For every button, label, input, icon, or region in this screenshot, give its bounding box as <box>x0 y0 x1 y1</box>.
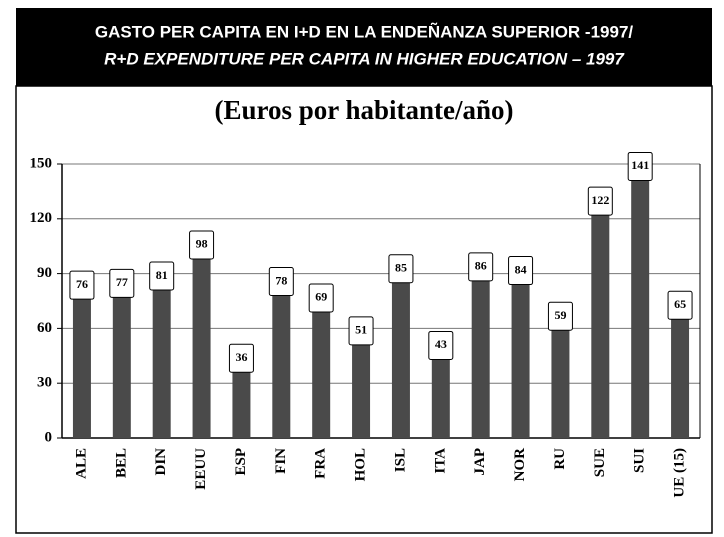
y-tick-label: 90 <box>37 265 52 281</box>
value-label: 43 <box>435 337 447 351</box>
bar <box>352 344 371 438</box>
x-tick-label: SUI <box>632 448 648 473</box>
y-tick-label: 0 <box>45 429 53 445</box>
value-label-box <box>149 261 175 291</box>
value-label-box <box>69 270 95 300</box>
value-label: 78 <box>275 273 287 287</box>
x-tick-label: UE (15) <box>672 448 688 498</box>
value-label-box <box>468 252 494 282</box>
value-label-box <box>348 316 374 346</box>
bar <box>471 280 490 438</box>
value-label: 122 <box>591 193 609 207</box>
bar <box>232 372 251 438</box>
x-tick-label: HOL <box>353 448 369 481</box>
value-label-box <box>667 290 693 320</box>
value-label: 36 <box>235 350 247 364</box>
chart-title-en: R+D EXPENDITURE PER CAPITA IN HIGHER EDU… <box>104 49 625 68</box>
bar <box>671 319 690 438</box>
bar <box>391 282 410 438</box>
value-label: 65 <box>674 297 686 311</box>
bar <box>112 297 131 438</box>
value-label-box <box>388 254 414 284</box>
x-tick-label: NOR <box>512 448 528 482</box>
value-label: 59 <box>554 308 566 322</box>
bar <box>591 215 610 438</box>
value-label-box <box>508 256 534 286</box>
value-label: 76 <box>76 277 88 291</box>
x-tick-label: DIN <box>153 448 169 476</box>
x-tick-label: RU <box>552 448 568 470</box>
bar <box>272 295 291 438</box>
value-label-box <box>228 343 254 373</box>
x-tick-label: FRA <box>313 448 329 479</box>
bar <box>312 311 331 438</box>
bar <box>192 258 211 438</box>
bar <box>152 290 171 438</box>
x-tick-label: ISL <box>392 448 408 472</box>
chart-title: GASTO PER CAPITA EN I+D EN LA ENDEÑANZA … <box>95 21 634 41</box>
value-label: 98 <box>196 237 208 251</box>
value-label: 85 <box>395 260 407 274</box>
value-label-box <box>587 186 613 216</box>
bar <box>511 284 530 438</box>
bar <box>431 359 450 438</box>
y-tick-label: 60 <box>37 320 52 336</box>
value-label-box <box>428 330 454 360</box>
x-tick-label: ESP <box>233 448 249 476</box>
value-label: 51 <box>355 323 367 337</box>
bar <box>72 299 91 438</box>
header-band <box>16 8 712 86</box>
x-tick-label: ALE <box>73 448 89 479</box>
value-label-box <box>268 267 294 297</box>
x-tick-label: SUE <box>592 448 608 477</box>
chart-subtitle: (Euros por habitante/año) <box>214 95 513 125</box>
x-tick-label: FIN <box>273 448 289 474</box>
value-label-box <box>547 301 573 331</box>
x-tick-label: EEUU <box>193 448 209 490</box>
value-label: 81 <box>156 268 168 282</box>
value-label-box <box>308 283 334 313</box>
x-tick-label: BEL <box>113 448 129 478</box>
bar <box>631 180 650 438</box>
value-label-box <box>109 268 135 298</box>
value-label: 69 <box>315 290 327 304</box>
bar <box>551 330 570 438</box>
value-label: 84 <box>515 262 527 276</box>
y-tick-label: 120 <box>30 210 53 226</box>
value-label-box <box>189 230 215 260</box>
value-label-box <box>627 151 653 181</box>
value-label: 77 <box>116 275 128 289</box>
value-label: 141 <box>631 158 649 172</box>
value-label: 86 <box>475 259 487 273</box>
x-tick-label: ITA <box>432 448 448 474</box>
y-tick-label: 30 <box>37 375 52 391</box>
x-tick-label: JAP <box>472 448 488 476</box>
y-tick-label: 150 <box>30 155 53 171</box>
